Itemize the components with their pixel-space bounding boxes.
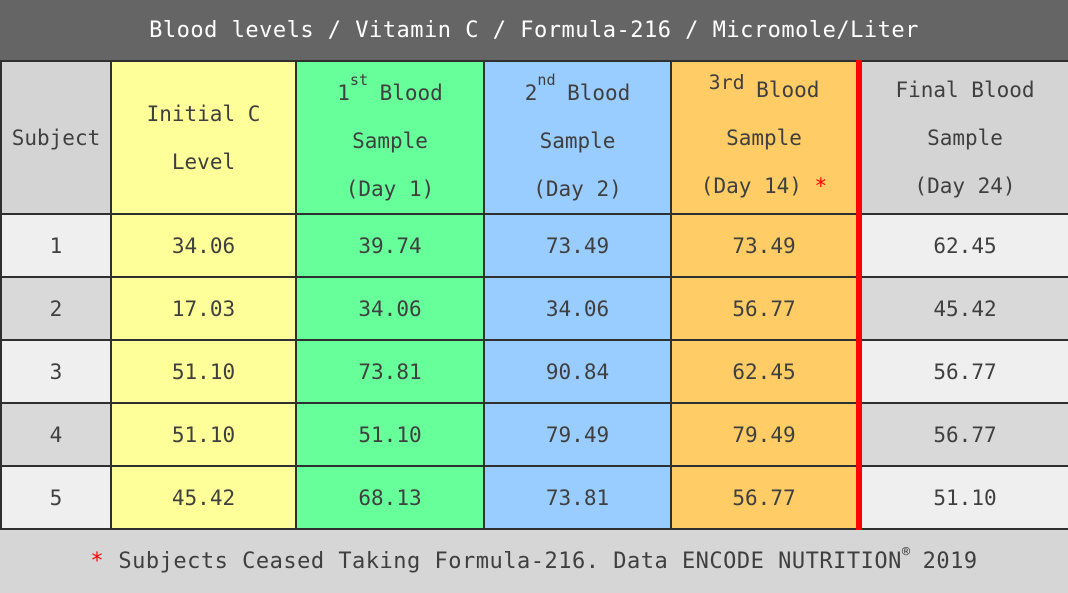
value-cell: 56.77 (670, 465, 860, 530)
value-cell: 79.49 (483, 402, 672, 467)
header-line: Sample (352, 128, 428, 153)
header-line: Level (171, 149, 236, 174)
value-cell: 79.49 (670, 402, 860, 467)
header-line: (Day 24) (914, 173, 1016, 198)
table-row: 4 51.10 51.10 79.49 79.49 56.77 (0, 402, 1068, 467)
value-cell: 73.81 (295, 339, 485, 404)
footnote-asterisk: * (90, 549, 105, 574)
subject-cell: 4 (0, 402, 112, 467)
value-cell: 73.49 (483, 213, 672, 278)
value-cell: 34.06 (295, 276, 485, 341)
value-cell: 34.06 (110, 213, 297, 278)
value-cell: 62.45 (670, 339, 860, 404)
ordinal-raised: 3rd (708, 69, 745, 94)
subject-cell: 3 (0, 339, 112, 404)
header-line: Sample (726, 125, 802, 150)
value-cell: 62.45 (856, 213, 1068, 278)
column-header-blood-sample-3: 3rd Blood Sample (Day 14) * (670, 60, 860, 215)
header-line: (Day 14) * (700, 173, 828, 198)
column-header-blood-sample-2: 2ndBlood Sample (Day 2) (483, 60, 672, 215)
value-cell: 51.10 (856, 465, 1068, 530)
footnote-year: 2019 (922, 549, 978, 574)
value-cell: 39.74 (295, 213, 485, 278)
footnote: * Subjects Ceased Taking Formula-216. Dat… (0, 530, 1068, 593)
table-row: 3 51.10 73.81 90.84 62.45 56.77 (0, 339, 1068, 404)
header-line: Final Blood (895, 77, 1035, 102)
value-cell: 90.84 (483, 339, 672, 404)
header-line: (Day 1) (345, 176, 435, 201)
header-line: Initial C (146, 101, 261, 126)
value-cell: 56.77 (670, 276, 860, 341)
value-cell: 51.10 (110, 402, 297, 467)
table-row: 5 45.42 68.13 73.81 56.77 51.10 (0, 465, 1068, 530)
footnote-text: Subjects Ceased Taking Formula-216. Data… (118, 549, 902, 574)
header-line: (Day 2) (533, 176, 622, 201)
value-cell: 51.10 (110, 339, 297, 404)
value-cell: 45.42 (110, 465, 297, 530)
page-title: Blood levels / Vitamin C / Formula-216 /… (149, 17, 919, 43)
value-cell: 51.10 (295, 402, 485, 467)
subject-cell: 5 (0, 465, 112, 530)
column-header-initial-c-level: Initial C Level (110, 60, 297, 215)
ceased-asterisk: * (814, 173, 828, 198)
value-cell: 73.49 (670, 213, 860, 278)
value-cell: 73.81 (483, 465, 672, 530)
table-row: 1 34.06 39.74 73.49 73.49 62.45 (0, 213, 1068, 278)
registered-trademark: ® (901, 543, 911, 560)
table-row: 2 17.03 34.06 34.06 56.77 45.42 (0, 276, 1068, 341)
value-cell: 68.13 (295, 465, 485, 530)
header-row: Subject Initial C Level 1stBlood Sample … (0, 60, 1068, 215)
ordinal-superscript: nd (537, 70, 556, 89)
value-cell: 56.77 (856, 402, 1068, 467)
title-bar: Blood levels / Vitamin C / Formula-216 /… (0, 0, 1068, 60)
column-header-final-blood-sample: Final Blood Sample (Day 24) (856, 60, 1068, 215)
header-line: 1stBlood (337, 70, 443, 105)
blood-levels-table: Subject Initial C Level 1stBlood Sample … (0, 60, 1068, 530)
value-cell: 56.77 (856, 339, 1068, 404)
column-header-subject: Subject (0, 60, 112, 215)
value-cell: 34.06 (483, 276, 672, 341)
header-line: Sample (539, 128, 616, 153)
ordinal-superscript: st (349, 70, 369, 89)
header-label: Subject (11, 125, 101, 150)
subject-cell: 2 (0, 276, 112, 341)
value-cell: 17.03 (110, 276, 297, 341)
column-header-blood-sample-1: 1stBlood Sample (Day 1) (295, 60, 485, 215)
header-line: 3rd Blood (708, 69, 820, 102)
header-line: 2ndBlood (524, 70, 631, 105)
header-line: Sample (927, 125, 1003, 150)
subject-cell: 1 (0, 213, 112, 278)
value-cell: 45.42 (856, 276, 1068, 341)
